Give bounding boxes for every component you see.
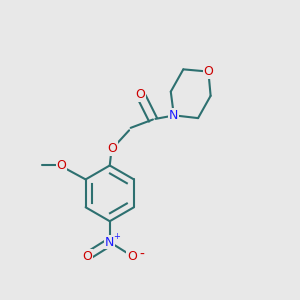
Text: O: O [108,142,118,155]
Text: -: - [139,248,144,262]
Text: O: O [82,250,92,262]
Text: O: O [203,65,213,78]
Text: O: O [136,88,145,101]
Text: +: + [113,232,120,241]
Text: O: O [56,159,66,172]
Text: O: O [127,250,137,262]
Text: N: N [169,109,178,122]
Text: N: N [105,236,114,249]
